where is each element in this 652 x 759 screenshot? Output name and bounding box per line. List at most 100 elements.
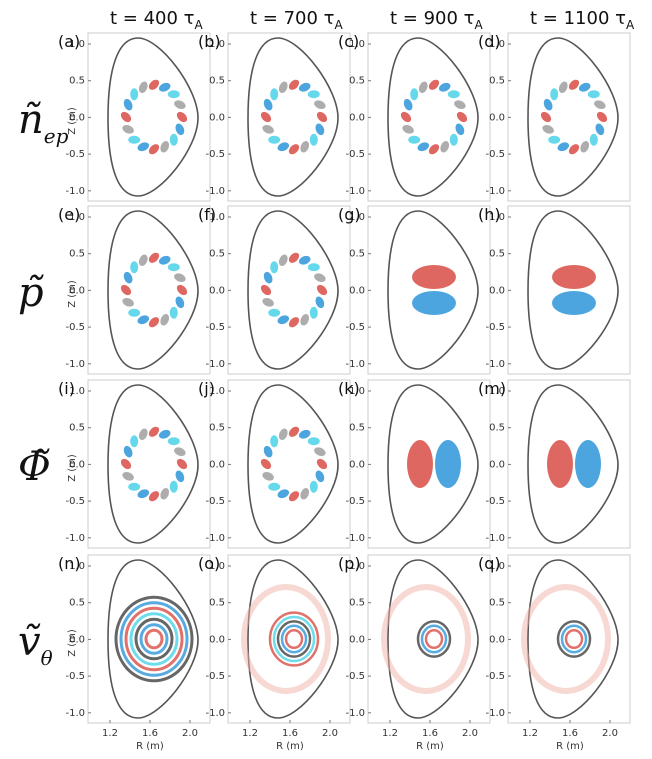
y-tick-label: 0.0	[489, 634, 505, 645]
blob	[455, 123, 465, 136]
panel-letter: (o)	[198, 554, 220, 573]
y-tick-label: 0.0	[349, 459, 365, 470]
x-tick-label: 1.6	[562, 728, 578, 739]
panel-frame	[367, 205, 491, 375]
panel: 1.0 0.5 0.0 -0.5 -1.0 (b)	[198, 32, 351, 202]
y-tick-label: 0.5	[209, 249, 225, 260]
blob	[137, 489, 150, 499]
blob	[160, 140, 170, 153]
arc-faint	[381, 584, 471, 694]
y-tick-label: -0.5	[205, 149, 225, 160]
blob	[440, 140, 450, 153]
blob	[130, 261, 139, 274]
y-tick-label: -1.0	[205, 708, 225, 719]
y-tick-label: 0.5	[349, 249, 365, 260]
blob	[300, 313, 310, 326]
y-tick-label: 1.0	[69, 39, 85, 50]
y-tick-label: -0.5	[485, 149, 505, 160]
blob	[315, 470, 325, 483]
y-tick-label: 0.5	[209, 598, 225, 609]
ring	[134, 617, 174, 661]
y-tick-label: -1.0	[65, 186, 85, 197]
panel-frame	[227, 205, 351, 375]
blob	[158, 429, 171, 439]
y-tick-label: 0.0	[209, 285, 225, 296]
blob	[270, 261, 279, 274]
blob	[278, 428, 288, 441]
blob	[408, 135, 421, 144]
y-tick-label: 0.5	[69, 76, 85, 87]
blob	[316, 458, 328, 470]
blob	[167, 263, 180, 272]
blob	[542, 124, 554, 134]
ring	[272, 615, 316, 663]
ring	[276, 620, 312, 658]
panel-letter: (n)	[58, 554, 81, 573]
plasma-boundary	[527, 559, 619, 719]
blob	[447, 90, 460, 99]
blob	[309, 480, 318, 493]
x-tick-label: 1.2	[102, 728, 118, 739]
blob	[288, 317, 300, 328]
panel-letter: (f)	[198, 205, 216, 224]
blob	[122, 297, 134, 307]
row-label: p̃	[18, 270, 44, 316]
plasma-boundary	[527, 210, 619, 370]
blob	[137, 315, 150, 325]
column-header: t = 900 τA	[390, 8, 484, 32]
blob	[260, 284, 272, 296]
blob	[122, 124, 134, 134]
blob	[169, 133, 178, 146]
y-tick-label: -0.5	[345, 496, 365, 507]
blob	[298, 82, 311, 92]
y-tick-label: 0.5	[489, 598, 505, 609]
blob	[428, 79, 440, 90]
lobe-blue	[575, 440, 601, 488]
blob	[288, 426, 300, 437]
plasma-boundary	[107, 37, 199, 197]
plasma-boundary	[107, 210, 199, 370]
blob	[298, 429, 311, 439]
plasma-boundary	[247, 37, 339, 197]
blob	[300, 140, 310, 153]
y-tick-label: 0.0	[69, 285, 85, 296]
y-tick-label: 0.5	[489, 423, 505, 434]
y-tick-label: -1.0	[65, 708, 85, 719]
y-tick-label: -1.0	[205, 186, 225, 197]
panel: 1.0 0.5 0.0 -0.5 -1.0 (f)	[198, 205, 351, 375]
y-tick-label: -1.0	[485, 186, 505, 197]
blob	[158, 82, 171, 92]
panel-letter: (h)	[478, 205, 501, 224]
blob	[176, 458, 188, 470]
blob	[400, 111, 412, 123]
y-tick-label: -1.0	[485, 708, 505, 719]
panel-letter: (a)	[58, 32, 80, 51]
x-axis-label: R (m)	[136, 741, 164, 752]
y-tick-label: 0.0	[209, 634, 225, 645]
plasma-boundary	[387, 210, 479, 370]
header-sub: A	[335, 18, 344, 32]
blob	[307, 437, 320, 446]
blob	[138, 254, 148, 267]
y-tick-label: -0.5	[345, 322, 365, 333]
blob	[263, 271, 273, 284]
blob	[438, 82, 451, 92]
y-tick-label: 0.5	[209, 423, 225, 434]
ring	[129, 612, 179, 666]
y-tick-label: -1.0	[485, 359, 505, 370]
x-tick-label: 1.6	[142, 728, 158, 739]
blob	[428, 144, 440, 155]
blob	[137, 142, 150, 152]
lobe-blue	[552, 291, 596, 315]
x-tick-label: 2.0	[182, 728, 198, 739]
blob	[316, 111, 328, 123]
blob	[587, 90, 600, 99]
row-sub: ep	[44, 124, 69, 148]
y-tick-label: 0.0	[349, 285, 365, 296]
plasma-boundary	[387, 37, 479, 197]
plasma-boundary	[107, 559, 199, 719]
row-symbol: ṽ	[18, 619, 41, 665]
blob	[262, 124, 274, 134]
blob	[558, 81, 568, 94]
blob	[268, 482, 281, 491]
